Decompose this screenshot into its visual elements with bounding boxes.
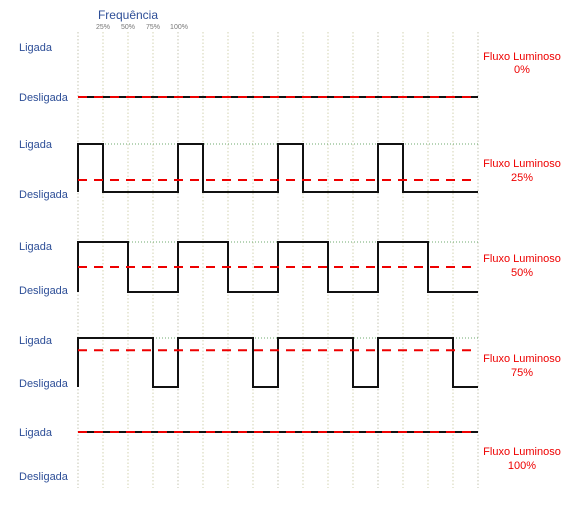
flux-value: 25% [511,172,533,184]
panel-25-percent: Ligada Desligada Fluxo Luminoso 25% [19,139,561,201]
flux-value: 50% [511,267,533,279]
panel-50-percent: Ligada Desligada Fluxo Luminoso 50% [19,241,561,297]
state-on-label: Ligada [19,241,53,253]
state-off-label: Desligada [19,189,69,201]
panel-0-percent: Ligada Desligada Fluxo Luminoso 0% [19,42,561,104]
tick-label: 75% [146,24,160,31]
panel-75-percent: Ligada Desligada Fluxo Luminoso 75% [19,335,561,390]
flux-value: 0% [514,64,530,76]
frequency-title: Frequência [98,8,158,22]
panel-100-percent: Ligada Desligada Fluxo Luminoso 100% [19,427,561,483]
flux-value: 100% [508,460,536,472]
state-off-label: Desligada [19,471,69,483]
flux-label: Fluxo Luminoso [483,446,561,458]
flux-label: Fluxo Luminoso [483,253,561,265]
tick-label: 50% [121,24,135,31]
state-off-label: Desligada [19,378,69,390]
pwm-signal [77,143,478,193]
pwm-signal [77,337,478,388]
tick-label: 100% [170,24,188,31]
flux-label: Fluxo Luminoso [483,51,561,63]
flux-label: Fluxo Luminoso [483,158,561,170]
tick-label: 25% [96,24,110,31]
flux-label: Fluxo Luminoso [483,353,561,365]
flux-value: 75% [511,367,533,379]
state-off-label: Desligada [19,92,69,104]
state-on-label: Ligada [19,42,53,54]
state-on-label: Ligada [19,427,53,439]
state-on-label: Ligada [19,335,53,347]
state-on-label: Ligada [19,139,53,151]
state-off-label: Desligada [19,285,69,297]
pwm-signal [77,241,478,293]
